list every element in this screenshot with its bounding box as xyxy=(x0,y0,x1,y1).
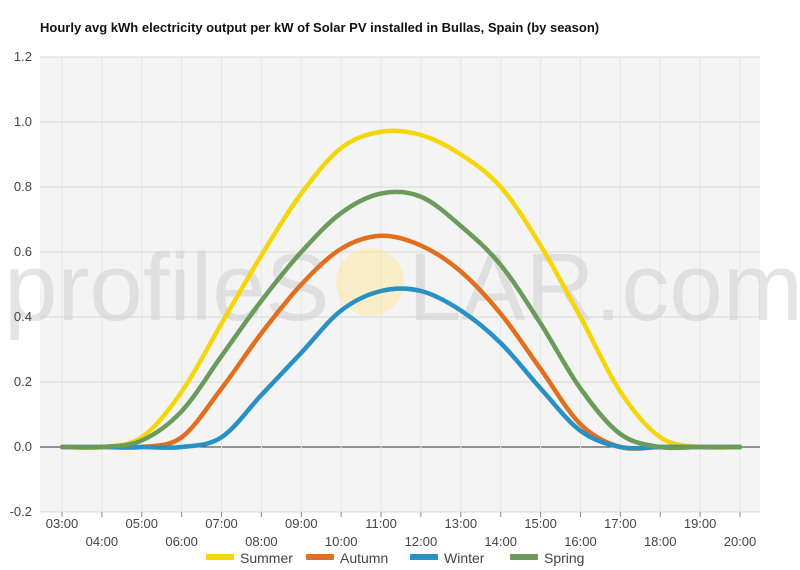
x-tick-label: 03:00 xyxy=(46,516,79,531)
series-line-spring xyxy=(59,189,743,451)
series-line-summer xyxy=(59,128,743,450)
legend-swatch-autumn xyxy=(306,554,334,560)
legend-swatch-summer xyxy=(206,554,234,560)
x-tick-label: 08:00 xyxy=(245,534,278,549)
x-tick-label: 09:00 xyxy=(285,516,318,531)
legend-label-winter: Winter xyxy=(444,550,485,566)
chart-title: Hourly avg kWh electricity output per kW… xyxy=(40,20,600,35)
legend-label-summer: Summer xyxy=(240,550,293,566)
x-tick-label: 07:00 xyxy=(205,516,238,531)
x-tick-label: 06:00 xyxy=(165,534,198,549)
watermark-text-right: LAR.com xyxy=(408,234,800,341)
series xyxy=(59,128,743,451)
y-tick-label: 1.0 xyxy=(14,114,32,129)
series-line-winter xyxy=(59,286,743,451)
legend-label-autumn: Autumn xyxy=(340,550,388,566)
x-tick-label: 05:00 xyxy=(125,516,158,531)
y-tick-label: 0.8 xyxy=(14,179,32,194)
x-tick-label: 12:00 xyxy=(405,534,438,549)
x-tick-label: 17:00 xyxy=(604,516,637,531)
x-tick-label: 19:00 xyxy=(684,516,717,531)
legend-label-spring: Spring xyxy=(544,550,584,566)
legend-swatch-winter xyxy=(410,554,438,560)
x-tick-label: 14:00 xyxy=(484,534,517,549)
legend-swatch-spring xyxy=(510,554,538,560)
x-tick-label: 18:00 xyxy=(644,534,677,549)
y-tick-label: 0.2 xyxy=(14,374,32,389)
watermark-text-left: profileS xyxy=(4,234,330,341)
watermark-sun-icon xyxy=(336,248,404,316)
x-tick-label: 20:00 xyxy=(724,534,757,549)
legend: Summer Autumn Winter Spring xyxy=(206,550,584,566)
watermark: profileS LAR.com xyxy=(4,234,800,341)
axes: -0.2 0.0 0.2 0.4 0.6 0.8 1.0 1.2 03:00 04:00 05:00… xyxy=(10,49,757,549)
x-tick-label: 15:00 xyxy=(524,516,557,531)
x-tick-label: 13:00 xyxy=(445,516,478,531)
y-tick-label: 1.2 xyxy=(14,49,32,64)
x-tick-label: 10:00 xyxy=(325,534,358,549)
y-tick-label: 0.0 xyxy=(14,439,32,454)
y-tick-label: -0.2 xyxy=(10,504,32,519)
x-tick-label: 16:00 xyxy=(564,534,597,549)
y-tick-label: 0.4 xyxy=(14,309,32,324)
y-tick-label: 0.6 xyxy=(14,244,32,259)
x-tick-label: 04:00 xyxy=(86,534,119,549)
x-tick-label: 11:00 xyxy=(365,516,397,531)
